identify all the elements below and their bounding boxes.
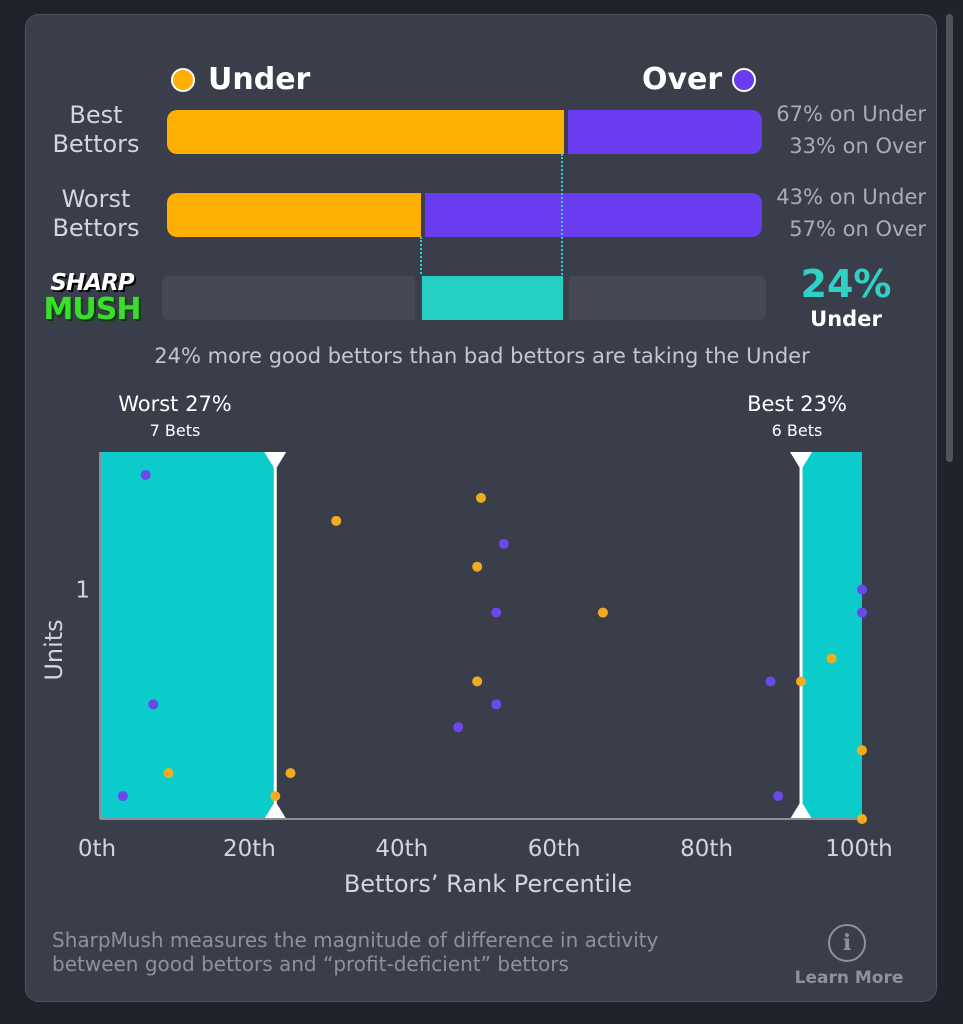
over-legend-dot bbox=[732, 68, 756, 92]
under-bet-point bbox=[826, 653, 837, 664]
over-bet-point bbox=[453, 722, 464, 733]
best-under-segment bbox=[167, 110, 564, 154]
x-tick-label: 60th bbox=[528, 836, 581, 862]
zone-top-marker bbox=[264, 452, 287, 470]
under-bet-point bbox=[331, 515, 342, 526]
best-bettors-bar bbox=[167, 110, 762, 154]
x-tick-label: 20th bbox=[223, 836, 276, 862]
under-bet-point bbox=[796, 676, 807, 687]
sharpmush-difference-fill bbox=[422, 276, 563, 320]
zone-top-marker bbox=[790, 452, 813, 470]
x-axis-title: Bettors’ Rank Percentile bbox=[344, 870, 632, 898]
worst-split-connector bbox=[420, 237, 422, 278]
over-bet-point bbox=[117, 791, 128, 802]
over-bet-point bbox=[140, 469, 151, 480]
sharpmush-direction: Under bbox=[810, 307, 882, 331]
over-bet-point bbox=[491, 699, 502, 710]
over-bet-point bbox=[498, 538, 509, 549]
under-legend-label: Under bbox=[208, 62, 311, 97]
worst-bettors-bar bbox=[167, 193, 762, 237]
under-bet-point bbox=[597, 607, 608, 618]
best-bettors-split: 67% on Under 33% on Over bbox=[776, 102, 926, 158]
over-bet-point bbox=[857, 584, 867, 595]
under-bet-point bbox=[472, 676, 483, 687]
over-bet-point bbox=[491, 607, 502, 618]
best-split-connector bbox=[561, 154, 563, 278]
worst-bettors-split: 43% on Under 57% on Over bbox=[776, 185, 926, 241]
y-axis-title: Units bbox=[40, 619, 68, 680]
zone-bet-count: 7 Bets bbox=[150, 421, 201, 440]
x-tick-label: 100th bbox=[825, 836, 893, 862]
over-legend-label: Over bbox=[642, 62, 723, 97]
learn-more-link[interactable]: Learn More bbox=[794, 968, 904, 988]
sharpmush-track-divider bbox=[563, 276, 569, 320]
x-tick-label: 40th bbox=[375, 836, 428, 862]
under-bet-point bbox=[472, 561, 483, 572]
under-legend-dot bbox=[171, 68, 195, 92]
zone-label: Best 23% bbox=[747, 392, 847, 416]
sharpmush-logo: SHARP MUSH bbox=[43, 270, 142, 327]
zone-boundary-line bbox=[799, 452, 803, 819]
sharpmush-track-divider bbox=[415, 276, 421, 320]
worst-bettors-label: Worst Bettors bbox=[52, 185, 140, 242]
y-tick-label: 1 bbox=[75, 578, 90, 604]
under-bet-point bbox=[270, 791, 281, 802]
zone-band bbox=[801, 452, 862, 819]
under-bet-point bbox=[163, 768, 174, 779]
under-bet-point bbox=[857, 745, 867, 756]
under-bet-point bbox=[285, 768, 296, 779]
info-icon[interactable]: i bbox=[828, 924, 866, 962]
under-bet-point bbox=[857, 814, 867, 824]
zone-band bbox=[100, 452, 276, 819]
zone-bottom-marker bbox=[264, 801, 287, 819]
worst-over-segment bbox=[425, 193, 762, 237]
zone-bottom-marker bbox=[790, 801, 813, 819]
over-bet-point bbox=[857, 607, 867, 618]
scrollbar-thumb[interactable] bbox=[946, 14, 953, 462]
over-bet-point bbox=[765, 676, 776, 687]
over-bet-point bbox=[773, 791, 784, 802]
sharpmush-summary: 24% more good bettors than bad bettors a… bbox=[154, 344, 810, 368]
x-tick-label: 0th bbox=[78, 836, 116, 862]
under-bet-point bbox=[476, 492, 486, 503]
over-bet-point bbox=[148, 699, 159, 710]
zone-bet-count: 6 Bets bbox=[772, 421, 823, 440]
x-tick-label: 80th bbox=[680, 836, 733, 862]
sharpmush-description: SharpMush measures the magnitude of diff… bbox=[52, 928, 659, 976]
best-bettors-label: Best Bettors bbox=[52, 101, 140, 158]
best-over-segment bbox=[568, 110, 762, 154]
rank-percentile-scatter-chart: Worst 27% 7 Bets Best 23% 6 Bets 0th 20th 40th… bbox=[40, 392, 893, 898]
sharpmush-value: 24% bbox=[800, 262, 892, 306]
zone-label: Worst 27% bbox=[118, 392, 232, 416]
zone-boundary-line bbox=[273, 452, 277, 819]
worst-under-segment bbox=[167, 193, 421, 237]
